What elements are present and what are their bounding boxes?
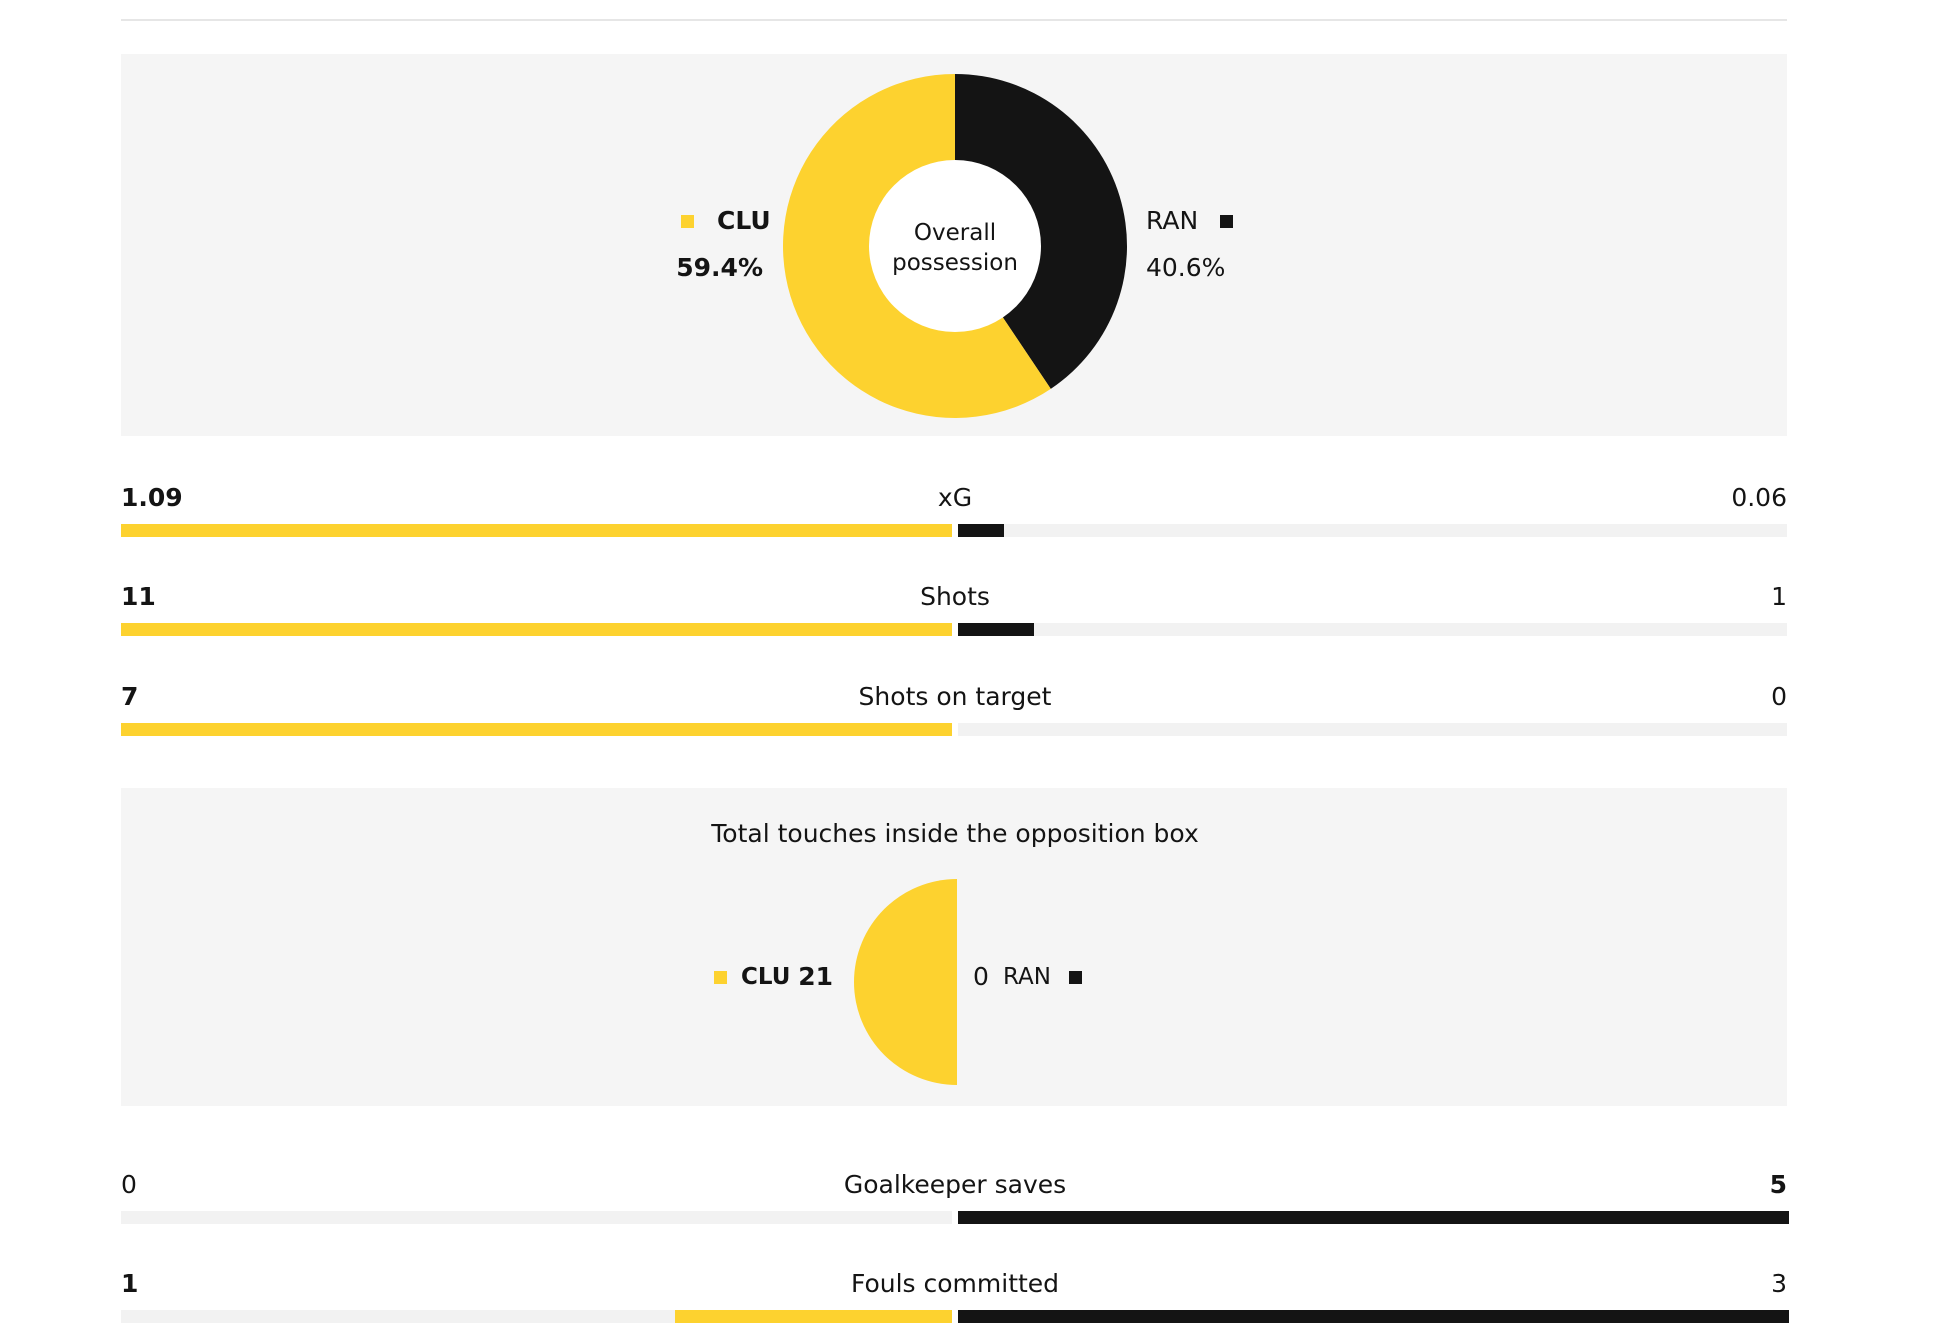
touches-home-value: 21	[798, 962, 833, 991]
away-possession-value: 40.6%	[1146, 253, 1226, 282]
stat-label: Fouls committed	[850, 1269, 1060, 1298]
stat-home-value: 0	[121, 1170, 137, 1199]
stat-away-value: 0.06	[1731, 483, 1787, 512]
home-team-label: CLU	[717, 206, 771, 235]
stat-away-value: 3	[1771, 1269, 1787, 1298]
touches-home-label: CLU	[741, 964, 791, 990]
stat-label: Goalkeeper saves	[843, 1170, 1067, 1199]
stat-home-value: 1.09	[121, 483, 183, 512]
bar-fill-away	[958, 1310, 1789, 1323]
possession-slice-ran	[955, 74, 1127, 389]
stat-label: Shots	[920, 582, 990, 611]
bar-track-home	[121, 1211, 952, 1224]
away-legend-swatch	[1220, 215, 1233, 228]
bar-fill-away	[958, 1211, 1789, 1224]
donut-hole	[869, 160, 1041, 332]
touches-away-value: 0	[973, 962, 989, 991]
bar-fill-home	[121, 723, 952, 736]
stat-label: xG	[937, 483, 973, 512]
touches-away-swatch	[1069, 971, 1082, 984]
donut-center-label-1: Overall	[913, 220, 997, 246]
bar-fill-away	[958, 524, 1004, 537]
stat-away-value: 5	[1769, 1170, 1787, 1199]
stat-away-value: 0	[1771, 682, 1787, 711]
bar-fill-away	[958, 623, 1034, 636]
touches-home-swatch	[714, 971, 727, 984]
bar-fill-home	[121, 623, 952, 636]
bar-track-away	[958, 623, 1787, 636]
home-possession-value: 59.4%	[676, 253, 763, 282]
bar-track-away	[958, 723, 1787, 736]
bar-fill-home	[675, 1310, 952, 1323]
stat-home-value: 7	[121, 682, 139, 711]
touches-title: Total touches inside the opposition box	[711, 819, 1199, 848]
away-team-label: RAN	[1146, 206, 1199, 235]
stat-away-value: 1	[1771, 582, 1787, 611]
bar-track-away	[958, 524, 1787, 537]
touches-slice-clu	[853, 879, 957, 1085]
donut-center-label-2: possession	[892, 250, 1018, 276]
stat-label: Shots on target	[858, 682, 1052, 711]
bar-fill-home	[121, 524, 952, 537]
top-divider	[121, 19, 1787, 21]
stat-home-value: 11	[121, 582, 156, 611]
touches-away-label: RAN	[1003, 964, 1051, 990]
stat-home-value: 1	[121, 1269, 139, 1298]
home-legend-swatch	[681, 215, 694, 228]
